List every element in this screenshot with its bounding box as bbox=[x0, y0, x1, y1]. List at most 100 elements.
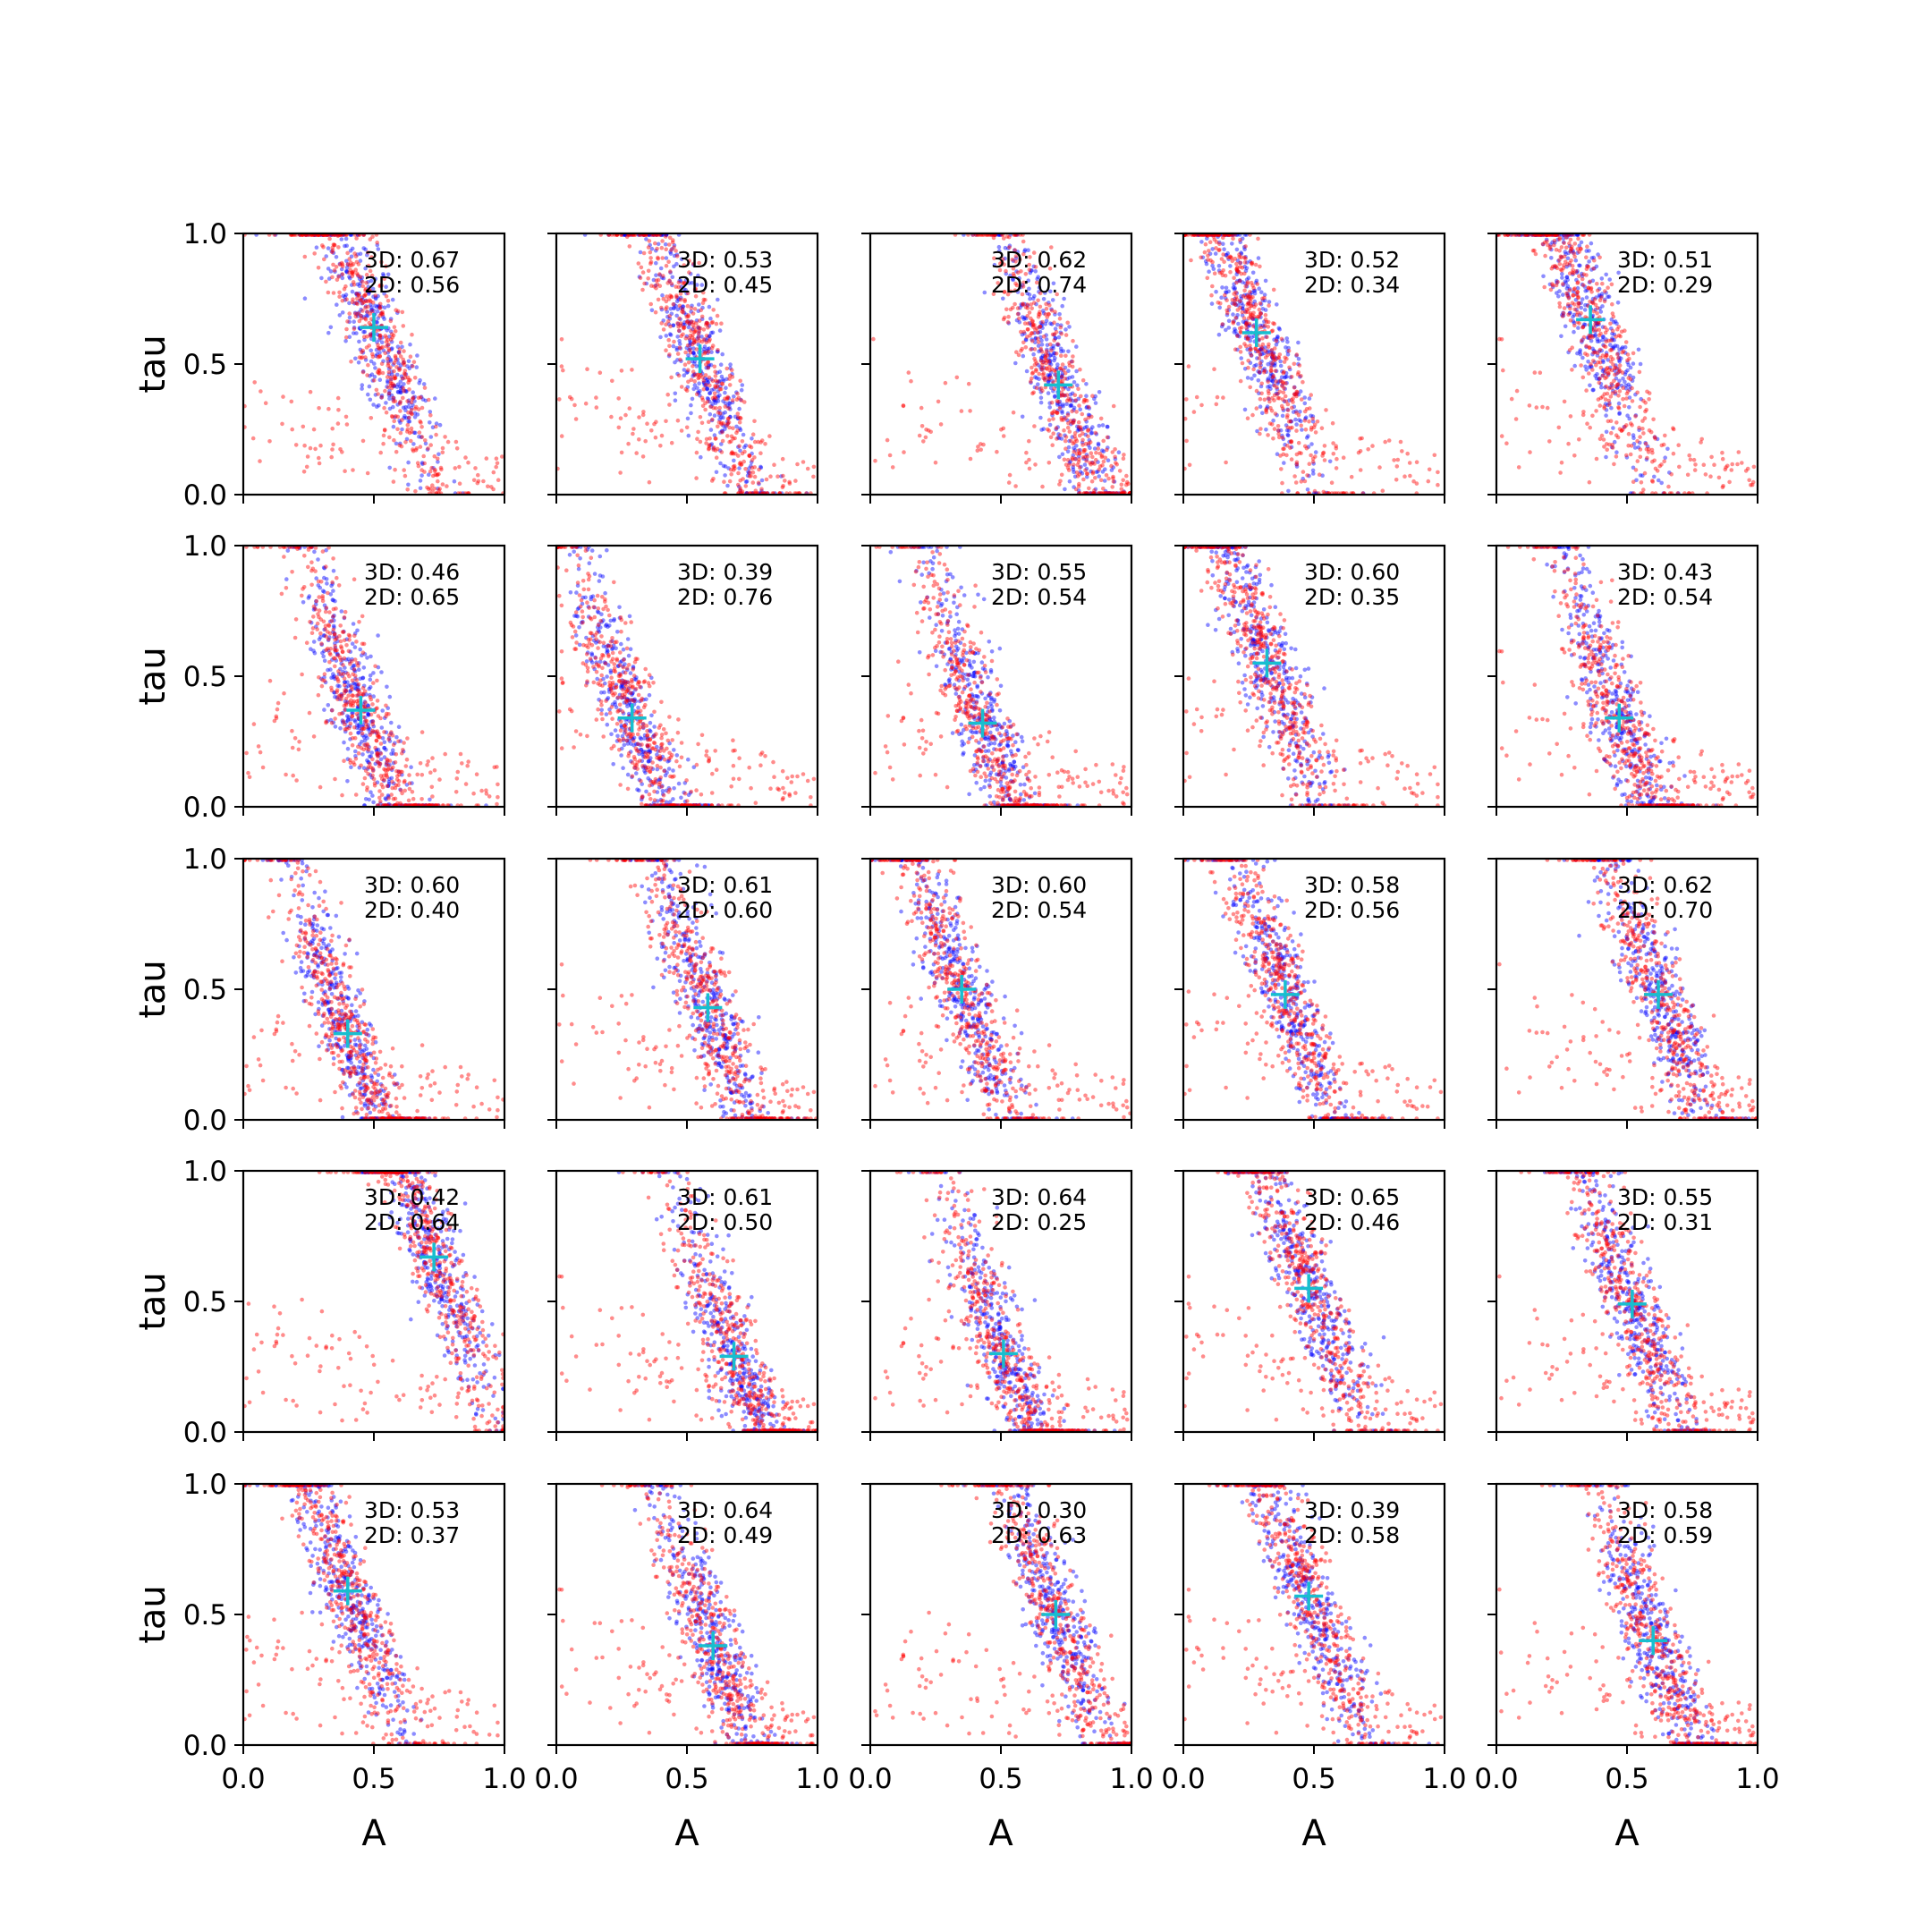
scatter-point bbox=[302, 444, 307, 448]
scatter-point bbox=[1555, 248, 1559, 252]
scatter-point bbox=[741, 460, 746, 464]
scatter-point bbox=[1292, 386, 1297, 390]
scatter-point bbox=[1072, 450, 1076, 454]
scatter-point bbox=[1583, 365, 1588, 369]
scatter-point bbox=[331, 249, 335, 253]
annotation-3d: 3D: 0.67 bbox=[364, 247, 460, 273]
scatter-point bbox=[465, 764, 470, 768]
scatter-point bbox=[657, 272, 662, 276]
scatter-point bbox=[1052, 338, 1056, 343]
scatter-point bbox=[1234, 262, 1239, 267]
scatter-point bbox=[1057, 312, 1062, 317]
scatter-point bbox=[1570, 247, 1574, 251]
scatter-point bbox=[1275, 343, 1279, 347]
scatter-point bbox=[657, 242, 661, 247]
scatter-point bbox=[1294, 411, 1299, 415]
scatter-point bbox=[1561, 282, 1565, 286]
scatter-point bbox=[393, 468, 397, 472]
scatter-point bbox=[1030, 307, 1034, 311]
scatter-point bbox=[1026, 306, 1030, 310]
scatter-point bbox=[1018, 320, 1022, 325]
scatter-point bbox=[1730, 462, 1734, 467]
scatter-point bbox=[1366, 447, 1370, 452]
scatter-point bbox=[1251, 271, 1256, 275]
scatter-point bbox=[385, 685, 389, 690]
scatter-point bbox=[1114, 462, 1119, 467]
scatter-point bbox=[630, 368, 634, 372]
scatter-point bbox=[748, 445, 752, 449]
scatter-point bbox=[902, 403, 906, 408]
scatter-point bbox=[693, 383, 698, 387]
scatter-point bbox=[1572, 324, 1577, 328]
scatter-point bbox=[326, 291, 331, 295]
scatter-point bbox=[326, 246, 331, 250]
scatter-point bbox=[1633, 414, 1638, 419]
scatter-point bbox=[352, 319, 356, 324]
scatter-point bbox=[379, 346, 384, 351]
scatter-point bbox=[1627, 376, 1631, 380]
scatter-point bbox=[1611, 426, 1615, 430]
scatter-point bbox=[657, 298, 661, 302]
scatter-point bbox=[1599, 309, 1604, 314]
scatter-point bbox=[659, 306, 664, 310]
scatter-point bbox=[416, 461, 420, 465]
scatter-point bbox=[1052, 386, 1056, 391]
scatter-point bbox=[407, 404, 411, 409]
scatter-point bbox=[1627, 417, 1631, 421]
scatter-point bbox=[1072, 468, 1076, 472]
scatter-point bbox=[1566, 442, 1571, 446]
scatter-point bbox=[436, 479, 440, 484]
scatter-point bbox=[1600, 304, 1605, 309]
scatter-point bbox=[1571, 315, 1575, 319]
scatter-point bbox=[1272, 354, 1276, 359]
scatter-point bbox=[1124, 483, 1129, 487]
scatter-point bbox=[1077, 484, 1081, 488]
scatter-point bbox=[1436, 470, 1440, 475]
scatter-point bbox=[1236, 322, 1241, 326]
scatter-point bbox=[1068, 479, 1072, 484]
scatter-point bbox=[1640, 419, 1645, 423]
scatter-point bbox=[1240, 326, 1244, 330]
scatter-point bbox=[648, 250, 653, 255]
scatter-point bbox=[337, 294, 342, 299]
scatter-point bbox=[736, 471, 741, 476]
scatter-point bbox=[1037, 340, 1041, 344]
scatter-point bbox=[375, 388, 379, 393]
scatter-point bbox=[1579, 363, 1583, 368]
scatter-point bbox=[1077, 403, 1081, 408]
scatter-point bbox=[724, 386, 728, 390]
scatter-point bbox=[430, 489, 435, 494]
scatter-point bbox=[1084, 459, 1089, 463]
scatter-point bbox=[665, 305, 669, 309]
scatter-point bbox=[1603, 326, 1607, 330]
scatter-point bbox=[1026, 327, 1030, 332]
scatter-point bbox=[754, 488, 758, 493]
scatter-point bbox=[955, 376, 960, 380]
scatter-point bbox=[419, 487, 423, 491]
scatter-point bbox=[1279, 467, 1284, 471]
scatter-point bbox=[1604, 273, 1608, 277]
scatter-point bbox=[366, 299, 370, 303]
scatter-point bbox=[354, 254, 359, 258]
scatter-point bbox=[1004, 308, 1009, 312]
scatter-point bbox=[1604, 344, 1608, 349]
scatter-point bbox=[1089, 451, 1094, 455]
scatter-point bbox=[392, 396, 396, 401]
scatter-point bbox=[1626, 444, 1631, 448]
scatter-point bbox=[677, 374, 682, 378]
scatter-point bbox=[399, 341, 403, 345]
scatter-point bbox=[340, 609, 344, 614]
scatter-point bbox=[714, 378, 718, 383]
scatter-point bbox=[1084, 394, 1089, 398]
scatter-point bbox=[1305, 446, 1309, 451]
scatter-point bbox=[386, 363, 391, 368]
scatter-point bbox=[441, 482, 445, 487]
scatter-point bbox=[726, 416, 731, 420]
scatter-point bbox=[411, 397, 415, 402]
scatter-point bbox=[744, 484, 749, 488]
scatter-point bbox=[1066, 426, 1071, 430]
scatter-point bbox=[1542, 285, 1546, 290]
scatter-point bbox=[352, 667, 357, 672]
scatter-point bbox=[1081, 450, 1086, 454]
scatter-point bbox=[1040, 320, 1045, 325]
